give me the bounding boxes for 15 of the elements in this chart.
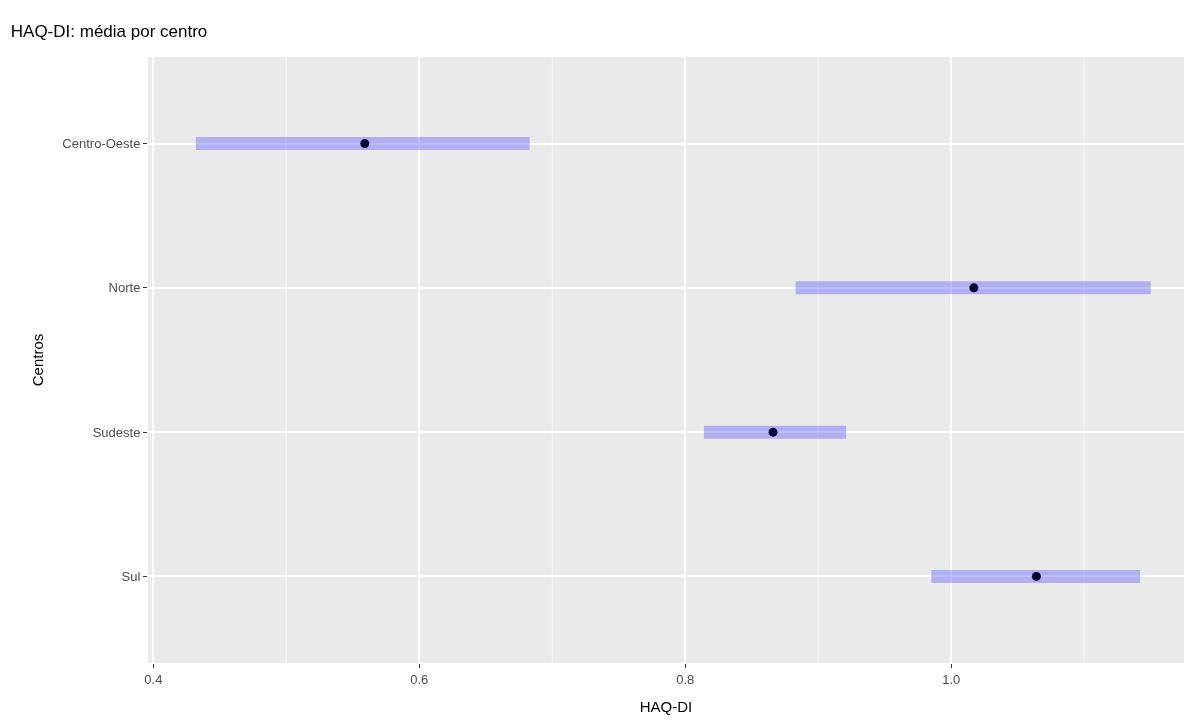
point xyxy=(360,139,370,149)
y-tick-label: Sudeste xyxy=(92,424,141,440)
x-tick-label: 0.8 xyxy=(676,671,695,687)
y-tick-label: Norte xyxy=(108,280,141,296)
point xyxy=(1031,571,1041,581)
y-axis-title: Centros xyxy=(28,333,46,387)
x-tick-label: 0.6 xyxy=(410,671,429,687)
point xyxy=(969,283,979,293)
x-axis-title: HAQ-DI xyxy=(639,697,693,715)
point xyxy=(768,427,778,437)
y-tick-label: Sul xyxy=(121,568,141,584)
text: 1.0 xyxy=(942,671,961,687)
x-tick-label: 0.4 xyxy=(144,671,163,687)
y-tick-label: Centro-Oeste xyxy=(62,136,141,152)
chart-title: HAQ-DI: média por centro xyxy=(10,22,208,42)
